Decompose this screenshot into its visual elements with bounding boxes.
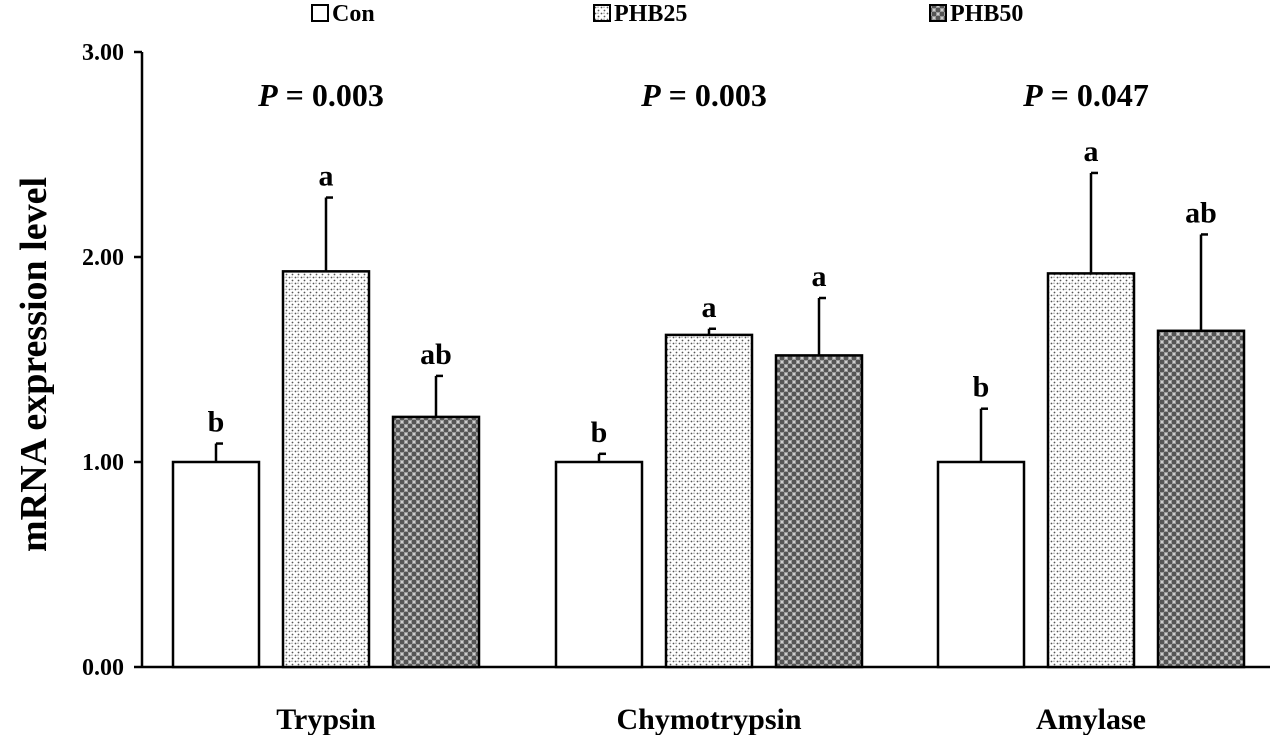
- x-category-label: Trypsin: [276, 703, 376, 735]
- significance-letter: a: [702, 291, 717, 324]
- bar-con-chymotrypsin: [554, 460, 644, 669]
- bar-phb25-amylase: [1046, 272, 1136, 669]
- y-axis-title: mRNA expression level: [13, 177, 55, 552]
- significance-letter: a: [812, 260, 827, 293]
- bar-phb25-trypsin: [281, 270, 371, 669]
- significance-letter: b: [973, 371, 990, 404]
- bar-phb50-trypsin: [391, 415, 481, 669]
- x-category-label: Chymotrypsin: [616, 703, 801, 735]
- y-tick-label: 3.00: [82, 40, 124, 66]
- legend-swatch-phb25: [593, 4, 611, 22]
- significance-letter: ab: [1185, 196, 1217, 229]
- significance-letter: b: [208, 406, 225, 439]
- bar-phb50-chymotrypsin: [774, 354, 864, 669]
- y-tick-label: 0.00: [82, 655, 124, 681]
- bar-phb50-amylase: [1156, 329, 1246, 669]
- legend-label-phb50: PHB50: [950, 1, 1023, 27]
- p-value-annotation: P = 0.047: [1022, 77, 1149, 113]
- y-tick-label: 2.00: [82, 245, 124, 271]
- bar-con-amylase: [936, 460, 1026, 669]
- legend-label-phb25: PHB25: [614, 1, 687, 27]
- bar-phb25-chymotrypsin: [664, 333, 754, 669]
- legend-swatch-phb50: [929, 4, 947, 22]
- significance-letter: a: [319, 160, 334, 193]
- bars-layer: [171, 171, 1246, 669]
- significance-letter: b: [591, 416, 608, 449]
- significance-letter: a: [1084, 135, 1099, 168]
- y-tick-label: 1.00: [82, 450, 124, 476]
- legend-label-con: Con: [332, 1, 375, 27]
- p-value-annotation: P = 0.003: [640, 77, 767, 113]
- significance-letter: ab: [420, 338, 452, 371]
- legend: Con PHB25 PHB50: [311, 1, 1023, 27]
- bar-con-trypsin: [171, 460, 261, 669]
- p-value-annotation: P = 0.003: [257, 77, 384, 113]
- legend-swatch-con: [311, 4, 329, 22]
- x-category-label: Amylase: [1036, 703, 1146, 735]
